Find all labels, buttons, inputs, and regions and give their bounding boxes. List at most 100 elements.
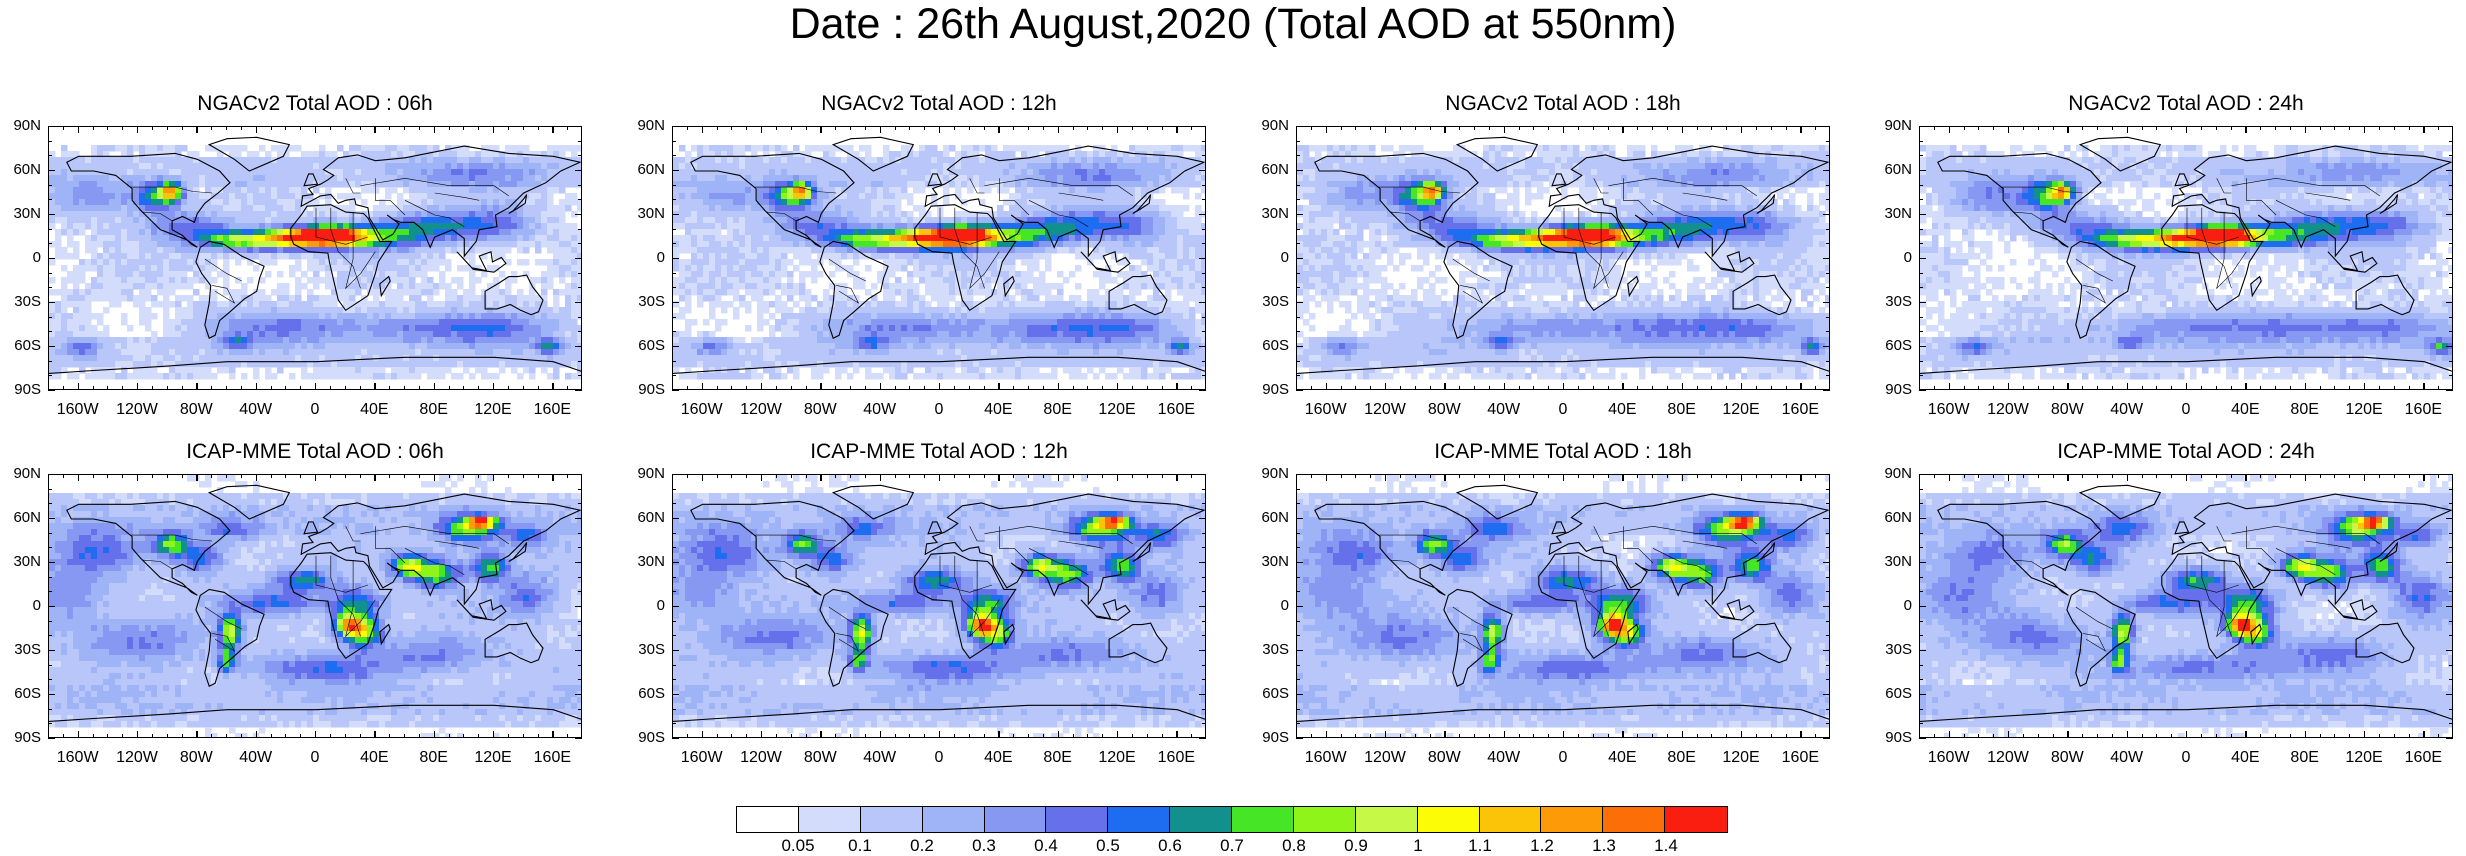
lat-minor-tick xyxy=(1296,591,1300,592)
lon-tick xyxy=(315,474,316,481)
lon-tick xyxy=(434,126,435,133)
lon-minor-tick xyxy=(2394,474,2395,478)
lat-minor-tick xyxy=(672,317,676,318)
lon-minor-tick xyxy=(969,734,970,738)
lon-minor-tick xyxy=(1593,734,1594,738)
lon-minor-tick xyxy=(241,734,242,738)
lon-minor-tick xyxy=(1043,386,1044,390)
lat-minor-tick xyxy=(1919,229,1923,230)
lon-minor-tick xyxy=(954,474,955,478)
lon-tick-label: 160W xyxy=(677,749,727,767)
lon-minor-tick xyxy=(567,734,568,738)
lon-minor-tick xyxy=(895,126,896,130)
lon-minor-tick xyxy=(924,734,925,738)
aod-field xyxy=(49,475,582,738)
lon-minor-tick xyxy=(300,386,301,390)
lat-minor-tick xyxy=(48,375,52,376)
lon-minor-tick xyxy=(2379,386,2380,390)
lon-minor-tick xyxy=(1355,474,1356,478)
lon-minor-tick xyxy=(1459,126,1460,130)
lon-minor-tick xyxy=(1191,474,1192,478)
lon-tick-label: 120E xyxy=(1716,401,1766,419)
panel-title: NGACv2 Total AOD : 06h xyxy=(35,92,595,116)
colorbar-label: 0.3 xyxy=(964,836,1004,856)
lon-tick xyxy=(1444,474,1445,481)
lon-tick xyxy=(315,731,316,738)
lat-tick xyxy=(2446,390,2453,391)
lat-tick xyxy=(575,302,582,303)
lat-minor-tick xyxy=(1202,503,1206,504)
lon-minor-tick xyxy=(2379,126,2380,130)
lat-tick xyxy=(575,346,582,347)
lon-minor-tick xyxy=(2201,474,2202,478)
lat-minor-tick xyxy=(578,679,582,680)
lat-minor-tick xyxy=(1919,489,1923,490)
lon-minor-tick xyxy=(1474,734,1475,738)
lat-tick xyxy=(2446,258,2453,259)
lon-tick xyxy=(820,126,821,133)
lon-minor-tick xyxy=(1430,386,1431,390)
lat-minor-tick xyxy=(578,185,582,186)
lon-minor-tick xyxy=(2290,734,2291,738)
lat-minor-tick xyxy=(2449,489,2453,490)
lat-tick xyxy=(48,390,55,391)
lon-minor-tick xyxy=(1147,386,1148,390)
lat-minor-tick xyxy=(2449,665,2453,666)
lat-tick-label: 60S xyxy=(1872,337,1912,354)
lat-tick xyxy=(1199,390,1206,391)
lat-minor-tick xyxy=(2449,287,2453,288)
lat-minor-tick xyxy=(1919,317,1923,318)
lon-minor-tick xyxy=(226,734,227,738)
lon-minor-tick xyxy=(300,126,301,130)
lon-tick xyxy=(1058,383,1059,390)
lon-minor-tick xyxy=(2082,386,2083,390)
lat-tick xyxy=(1199,694,1206,695)
lon-minor-tick xyxy=(731,734,732,738)
lon-tick xyxy=(939,126,940,133)
lat-minor-tick xyxy=(672,199,676,200)
lon-minor-tick xyxy=(731,474,732,478)
lon-minor-tick xyxy=(1993,126,1994,130)
lon-minor-tick xyxy=(1341,474,1342,478)
lat-minor-tick xyxy=(1826,723,1830,724)
lon-minor-tick xyxy=(345,386,346,390)
lon-tick xyxy=(1176,383,1177,390)
lat-tick xyxy=(2446,694,2453,695)
lat-tick xyxy=(575,126,582,127)
lat-tick xyxy=(575,518,582,519)
lon-minor-tick xyxy=(2438,474,2439,478)
lon-tick-label: 40E xyxy=(1597,401,1647,419)
lon-minor-tick xyxy=(1815,734,1816,738)
lon-tick-label: 80E xyxy=(2280,401,2330,419)
lon-minor-tick xyxy=(717,734,718,738)
lon-tick xyxy=(880,126,881,133)
lon-minor-tick xyxy=(1533,386,1534,390)
lat-minor-tick xyxy=(578,665,582,666)
lon-tick xyxy=(552,474,553,481)
lat-tick xyxy=(672,650,679,651)
lon-minor-tick xyxy=(1415,474,1416,478)
lon-tick xyxy=(820,474,821,481)
lat-minor-tick xyxy=(1202,273,1206,274)
lon-minor-tick xyxy=(2171,386,2172,390)
lat-minor-tick xyxy=(1919,577,1923,578)
lat-tick xyxy=(575,562,582,563)
lat-tick xyxy=(1823,562,1830,563)
lat-minor-tick xyxy=(1826,635,1830,636)
lon-minor-tick xyxy=(1489,126,1490,130)
lat-minor-tick xyxy=(1296,185,1300,186)
lat-minor-tick xyxy=(672,243,676,244)
lon-minor-tick xyxy=(2394,734,2395,738)
lon-tick xyxy=(493,126,494,133)
lon-minor-tick xyxy=(226,126,227,130)
lon-minor-tick xyxy=(2409,386,2410,390)
lat-minor-tick xyxy=(672,665,676,666)
lat-minor-tick xyxy=(1296,635,1300,636)
lon-minor-tick xyxy=(538,386,539,390)
lon-minor-tick xyxy=(211,126,212,130)
colorbar-box xyxy=(1541,807,1603,832)
lat-minor-tick xyxy=(1919,503,1923,504)
lon-minor-tick xyxy=(1400,474,1401,478)
lon-tick xyxy=(374,474,375,481)
lon-minor-tick xyxy=(969,126,970,130)
